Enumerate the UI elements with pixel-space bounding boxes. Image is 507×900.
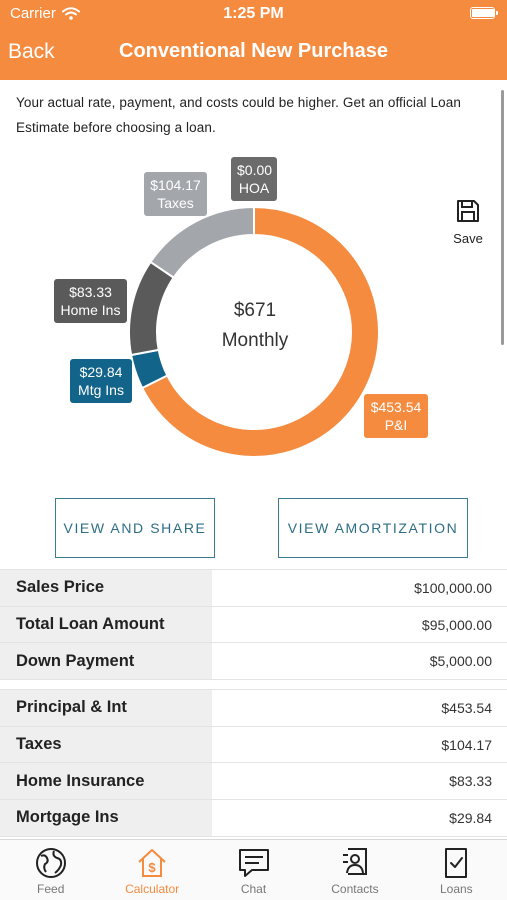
nav-bar: Back Conventional New Purchase — [0, 36, 507, 72]
row-value: $104.17 — [441, 736, 492, 753]
center-label: Monthly — [221, 330, 289, 351]
floppy-disk-icon — [457, 200, 479, 222]
tab-label: Loans — [439, 882, 473, 896]
battery-level — [472, 9, 494, 17]
tag-pi-label: P&I — [384, 417, 408, 433]
table-row: Principal & Int $453.54 — [0, 690, 507, 727]
tag-taxes: $104.17 Taxes — [144, 172, 207, 216]
row-label: Down Payment — [0, 643, 212, 680]
save-button[interactable]: Save — [450, 198, 486, 246]
tag-hoa-label: HOA — [238, 180, 270, 196]
document-check-icon — [445, 848, 468, 878]
view-amortization-button[interactable]: VIEW AMORTIZATION — [278, 498, 468, 558]
row-label: Sales Price — [0, 570, 212, 606]
payment-chart: $671 Monthly $453.54 P&I $29.84 Mtg Ins … — [0, 150, 507, 480]
page-title: Conventional New Purchase — [119, 40, 388, 62]
status-time: 1:25 PM — [223, 5, 284, 22]
header: Carrier 1:25 PM Back Conventional New Pu… — [0, 0, 507, 80]
loan-summary-table: Sales Price $100,000.00 Total Loan Amoun… — [0, 569, 507, 837]
calculator-house-icon: $ — [138, 849, 166, 877]
tag-pi-value: $453.54 — [370, 399, 422, 415]
row-value: $95,000.00 — [421, 616, 492, 633]
tab-feed[interactable]: Feed — [0, 840, 101, 900]
contacts-icon — [342, 848, 367, 875]
row-label: Mortgage Ins — [0, 800, 212, 836]
tag-taxes-value: $104.17 — [150, 177, 201, 193]
donut-slice-taxes — [149, 205, 255, 280]
row-value: $453.54 — [441, 699, 492, 716]
center-amount: $671 — [233, 300, 277, 321]
tag-taxes-label: Taxes — [157, 195, 194, 211]
tab-contacts[interactable]: Contacts — [304, 840, 405, 900]
row-label: Principal & Int — [0, 690, 212, 726]
tab-label: Calculator — [125, 882, 180, 896]
save-label: Save — [453, 231, 483, 246]
table-row: Down Payment $5,000.00 — [0, 643, 507, 681]
tag-hoa-value: $0.00 — [237, 162, 273, 178]
table-row: Taxes $104.17 — [0, 726, 507, 764]
svg-text:$: $ — [148, 860, 156, 875]
table-row: Total Loan Amount $95,000.00 — [0, 606, 507, 644]
tab-chat[interactable]: Chat — [203, 840, 304, 900]
tab-label: Chat — [240, 882, 267, 896]
table-separator — [0, 680, 507, 691]
wifi-icon — [61, 7, 80, 20]
scrollbar[interactable] — [501, 90, 504, 345]
tab-loans[interactable]: Loans — [406, 840, 507, 900]
row-value: $5,000.00 — [429, 653, 492, 670]
tag-home-ins-label: Home Ins — [60, 302, 121, 318]
back-button[interactable]: Back — [8, 40, 55, 63]
row-value: $83.33 — [449, 773, 492, 790]
tag-hoa: $0.00 HOA — [231, 157, 277, 201]
donut-chart — [128, 205, 380, 458]
row-value: $100,000.00 — [414, 579, 492, 596]
tag-home-ins: $83.33 Home Ins — [54, 279, 127, 323]
tab-bar: Feed $ Calculator Chat — [0, 839, 507, 900]
tag-mtg-ins-label: Mtg Ins — [78, 382, 124, 398]
row-value: $29.84 — [449, 809, 492, 826]
carrier-label: Carrier — [10, 5, 56, 22]
table-row: Sales Price $100,000.00 — [0, 570, 507, 607]
tag-mtg-ins: $29.84 Mtg Ins — [70, 359, 132, 403]
battery-icon — [470, 7, 498, 19]
tag-pi: $453.54 P&I — [364, 394, 428, 438]
row-label: Home Insurance — [0, 763, 212, 800]
status-bar: Carrier 1:25 PM — [0, 0, 507, 28]
chat-icon — [238, 849, 269, 877]
tab-label: Feed — [37, 882, 65, 896]
tag-mtg-ins-value: $29.84 — [79, 364, 123, 380]
row-label: Taxes — [0, 726, 212, 763]
globe-icon — [35, 848, 66, 878]
tab-calculator[interactable]: $ Calculator — [101, 840, 202, 900]
view-and-share-button[interactable]: VIEW AND SHARE — [55, 498, 215, 558]
table-row: Home Insurance $83.33 — [0, 763, 507, 801]
table-row: Mortgage Ins $29.84 — [0, 800, 507, 837]
row-label: Total Loan Amount — [0, 606, 212, 643]
tag-home-ins-value: $83.33 — [69, 284, 112, 300]
disclaimer-text: Your actual rate, payment, and costs cou… — [16, 95, 461, 135]
donut-slice-p-i — [140, 205, 380, 458]
status-left: Carrier — [10, 5, 80, 22]
tab-label: Contacts — [331, 882, 379, 896]
